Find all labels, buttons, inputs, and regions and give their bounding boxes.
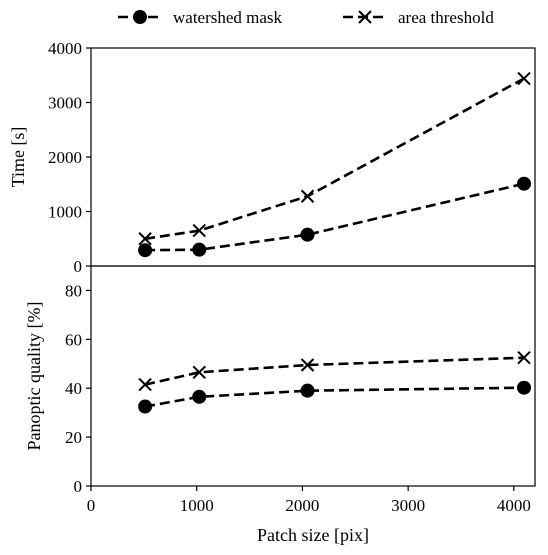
legend-item-area-threshold: area threshold xyxy=(343,8,494,27)
data-point-watershed-mask xyxy=(192,389,207,404)
y-axis-label-time: Time [s] xyxy=(8,127,28,188)
data-point-area-threshold xyxy=(517,71,531,86)
y-axis-ticks-panoptic-quality: 0 20 40 60 80 xyxy=(65,281,91,496)
data-point-area-threshold xyxy=(138,232,152,246)
y-tick-label-time: 4000 xyxy=(48,39,82,58)
plot-frame-panoptic-quality xyxy=(90,265,536,487)
series-line-area-threshold-time xyxy=(144,77,525,241)
legend-label-area-threshold: area threshold xyxy=(398,8,494,27)
y-tick-label-panoptic-quality: 0 xyxy=(74,477,83,496)
y-tick-label-time: 1000 xyxy=(48,203,82,222)
legend: watershed mask area threshold xyxy=(118,8,494,27)
data-point-area-threshold xyxy=(192,365,206,380)
data-point-area-threshold xyxy=(300,189,315,203)
data-point-area-threshold xyxy=(138,377,152,392)
legend-label-watershed-mask: watershed mask xyxy=(173,8,283,27)
y-tick-label-panoptic-quality: 40 xyxy=(65,379,82,398)
series-group-panoptic-quality xyxy=(138,350,532,414)
series-line-area-threshold-panoptic-quality xyxy=(144,356,525,386)
series-line-watershed-mask-time xyxy=(145,182,525,252)
y-tick-label-panoptic-quality: 80 xyxy=(65,281,82,300)
y-tick-label-time: 3000 xyxy=(48,94,82,113)
data-point-area-threshold xyxy=(300,358,315,372)
data-point-watershed-mask xyxy=(300,383,315,398)
legend-marker-x xyxy=(358,10,372,24)
data-point-watershed-mask xyxy=(138,243,153,258)
data-point-watershed-mask xyxy=(300,227,315,242)
panel-panoptic-quality: 0 20 40 60 80 0 1000 2000 3000 4000 Panoptic qua… xyxy=(24,265,536,545)
legend-marker-circle xyxy=(133,10,147,24)
data-point-area-threshold xyxy=(192,223,206,238)
x-tick-label: 4000 xyxy=(497,496,531,515)
data-point-area-threshold xyxy=(517,350,531,365)
data-point-watershed-mask xyxy=(192,242,207,257)
y-tick-label-panoptic-quality: 20 xyxy=(65,428,82,447)
x-tick-label: 1000 xyxy=(180,496,214,515)
x-axis-ticks: 0 1000 2000 3000 4000 xyxy=(87,486,531,515)
x-tick-label: 0 xyxy=(87,496,96,515)
y-axis-label-panoptic-quality: Panoptic quality [%] xyxy=(24,302,44,451)
y-tick-label-time: 0 xyxy=(74,257,83,276)
data-point-watershed-mask xyxy=(517,176,532,191)
y-tick-label-panoptic-quality: 60 xyxy=(65,330,82,349)
x-tick-label: 2000 xyxy=(285,496,319,515)
x-axis-label: Patch size [pix] xyxy=(257,525,369,545)
y-tick-label-time: 2000 xyxy=(48,148,82,167)
data-point-watershed-mask xyxy=(517,380,532,395)
series-group-time xyxy=(138,71,532,258)
y-axis-ticks-time: 0 1000 2000 3000 4000 xyxy=(48,39,91,276)
data-point-watershed-mask xyxy=(138,399,153,414)
x-tick-label: 3000 xyxy=(391,496,425,515)
series-line-watershed-mask-panoptic-quality xyxy=(144,386,525,408)
panel-time: 0 1000 2000 3000 4000 Time [s] xyxy=(8,39,536,276)
legend-item-watershed-mask: watershed mask xyxy=(118,8,283,27)
